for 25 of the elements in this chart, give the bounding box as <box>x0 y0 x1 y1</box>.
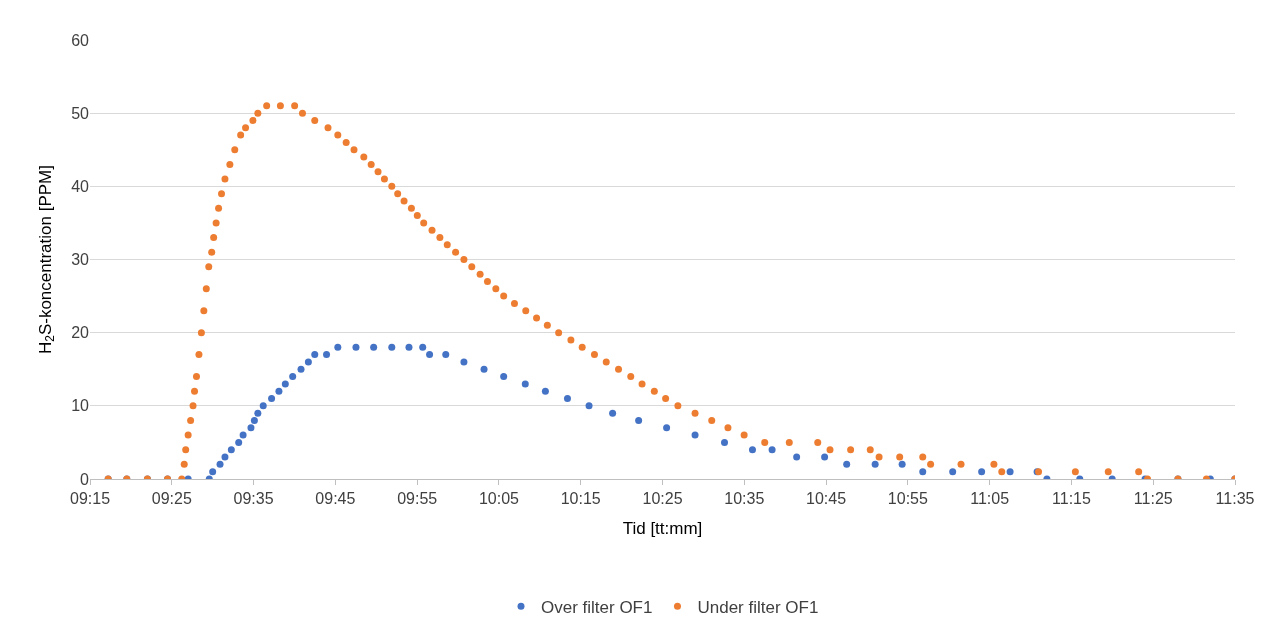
x-axis-title: Tid [tt:mm] <box>622 518 703 538</box>
x-tick-label: 09:45 <box>315 490 356 508</box>
y-tick-label: 10 <box>71 397 90 415</box>
y-tick-label: 40 <box>71 177 90 195</box>
legend-label: Over filter OF1 <box>541 597 653 617</box>
x-tick-label: 11:05 <box>970 490 1010 508</box>
x-tick-label: 10:45 <box>806 490 847 508</box>
x-tick-label: 10:25 <box>642 490 683 508</box>
y-tick-label: 30 <box>71 251 90 269</box>
y-tick-label: 50 <box>71 104 90 122</box>
x-tick-label: 10:35 <box>724 490 765 508</box>
x-tick-label: 09:35 <box>233 490 274 508</box>
x-tick-label: 11:35 <box>1215 490 1255 508</box>
x-tick-label: 11:25 <box>1133 490 1173 508</box>
y-tick-label: 20 <box>71 324 90 342</box>
x-tick-label: 09:55 <box>397 490 438 508</box>
x-tick-label: 10:15 <box>560 490 601 508</box>
legend-label: Under filter OF1 <box>697 597 819 617</box>
x-tick-label: 09:15 <box>69 490 111 508</box>
y-tick-label: 0 <box>80 470 90 488</box>
x-tick-label: 11:15 <box>1052 490 1091 508</box>
x-tick-label: 10:05 <box>478 490 520 508</box>
x-tick-label: 10:55 <box>887 490 929 508</box>
y-tick-label: 60 <box>71 31 90 49</box>
x-tick-label: 09:25 <box>151 490 192 508</box>
